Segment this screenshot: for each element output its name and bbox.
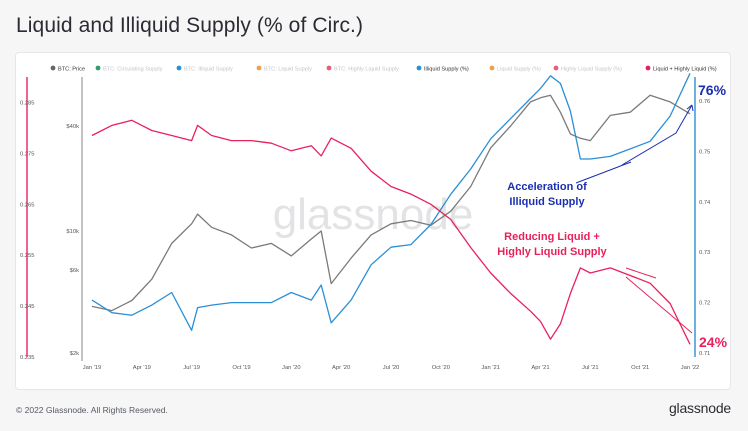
x-axis-tick: Oct '20 [432, 365, 450, 371]
legend-label: BTC: Price [58, 67, 85, 73]
legend-label: BTC: Liquid Supply [264, 67, 312, 73]
legend-marker [50, 65, 56, 71]
right-axis-tick: 0.73 [699, 250, 710, 256]
series-line [91, 119, 691, 345]
price-axis-tick: $2k [70, 351, 79, 357]
copyright: © 2022 Glassnode. All Rights Reserved. [16, 405, 168, 415]
x-axis-tick: Apr '20 [332, 365, 350, 371]
legend-label: BTC: Circulating Supply [103, 67, 163, 73]
annotation-line: Reducing Liquid + [504, 231, 600, 243]
annotation-line: Acceleration of [507, 181, 587, 193]
legend-marker [326, 65, 332, 71]
legend-label: BTC: Highly Liquid Supply [334, 67, 399, 73]
x-axis-tick: Jan '21 [481, 365, 500, 371]
x-axis-tick: Apr '21 [531, 365, 549, 371]
x-axis-tick: Jan '19 [83, 365, 102, 371]
annotation-24: 24% [699, 334, 728, 350]
legend-marker [176, 65, 182, 71]
right-axis-tick: 0.74 [699, 200, 711, 206]
x-axis-tick: Apr '19 [133, 365, 151, 371]
x-axis-tick: Jan '22 [681, 365, 700, 371]
x-axis-tick: Jul '19 [183, 365, 200, 371]
x-axis-tick: Oct '21 [631, 365, 649, 371]
x-axis-tick: Jan '20 [282, 365, 301, 371]
series-line [91, 73, 691, 331]
left-axis-tick: 0.265 [20, 202, 35, 208]
price-axis-tick: $40k [66, 124, 79, 130]
series-line [91, 94, 691, 312]
right-axis-tick: 0.76 [699, 99, 710, 105]
right-axis-tick: 0.75 [699, 149, 710, 155]
annotation-line: Highly Liquid Supply [497, 246, 607, 258]
left-axis-tick: 0.275 [20, 151, 35, 157]
annotation-arrow [621, 104, 693, 166]
left-axis-tick: 0.245 [20, 304, 35, 310]
left-axis-tick: 0.235 [20, 355, 35, 361]
legend-marker [645, 65, 651, 71]
right-axis-tick: 0.72 [699, 301, 710, 307]
legend-label: Highly Liquid Supply (%) [561, 67, 622, 73]
right-axis-tick: 0.71 [699, 351, 710, 357]
x-axis-tick: Oct '19 [232, 365, 250, 371]
x-axis-tick: Jul '21 [582, 365, 599, 371]
legend-label: Liquid Supply (%) [497, 67, 541, 73]
annotation-arrow [575, 161, 632, 184]
legend-marker [95, 65, 101, 71]
annotation-76: 76% [698, 82, 727, 98]
legend-label: Illiquid Supply (%) [424, 67, 469, 73]
chart: BTC: Price BTC: Circulating Supply BTC: Il… [20, 65, 728, 371]
brand-logo: glassnode [668, 400, 731, 416]
annotation-arrow [625, 267, 693, 334]
annotation-arrow-head [686, 104, 694, 112]
page-title: Liquid and Illiquid Supply (% of Circ.) [16, 14, 364, 37]
left-axis-tick: 0.255 [20, 253, 35, 259]
x-axis-tick: Jul '20 [383, 365, 400, 371]
legend-label: Liquid + Highly Liquid (%) [653, 67, 717, 73]
chart-card: BTC: Price BTC: Circulating Supply BTC: Il… [15, 52, 731, 390]
watermark: glassnode [273, 190, 474, 239]
price-axis-tick: $6k [70, 268, 79, 274]
annotation-line: Illiquid Supply [509, 196, 585, 208]
left-axis-tick: 0.285 [20, 100, 35, 106]
price-axis-tick: $10k [66, 229, 79, 235]
legend-label: BTC: Illiquid Supply [184, 67, 233, 73]
legend-marker [489, 65, 495, 71]
legend-marker [256, 65, 262, 71]
legend-marker [553, 65, 559, 71]
legend-marker [416, 65, 422, 71]
